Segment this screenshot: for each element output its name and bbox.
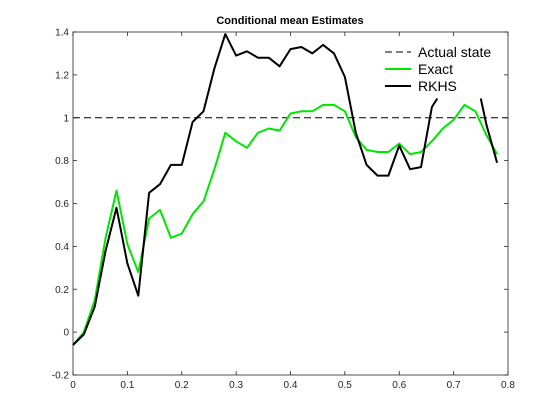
y-tick-label: 0.4 [55,242,69,253]
x-tick-label: 0.5 [338,380,352,391]
x-tick-label: 0.1 [120,380,134,391]
exact-legend-label: Exact [418,61,453,77]
x-tick-label: 0.8 [501,380,515,391]
y-tick-label: 1 [63,113,69,124]
y-tick-label: 1.2 [55,70,69,81]
series-layer [72,33,508,346]
x-tick-label: 0.6 [392,380,406,391]
y-tick-label: 0.6 [55,199,69,210]
x-tick-label: 0 [70,380,76,391]
chart-title: Conditional mean Estimates [216,15,363,27]
rkhs-line-segment-1 [72,33,439,346]
rkhs-line-segment-2 [479,98,499,164]
rkhs-legend-label: RKHS [418,78,457,94]
y-tick-label: 0.8 [55,156,69,167]
plot-background [73,32,508,375]
x-tick-label: 0.4 [284,380,298,391]
y-tick-label: 0 [63,328,69,339]
actual-state-legend-label: Actual state [418,44,491,60]
axis-layer: 0 0.1 0.2 0.3 0.4 0.5 0.6 0.7 0.8-0.200.20.40.60… [52,28,516,392]
x-tick-label: 0.2 [175,380,189,391]
x-tick-label: 0.3 [229,380,243,391]
x-tick-label: 0.7 [447,380,461,391]
y-tick-label: -0.2 [52,371,70,382]
y-tick-label: 0.2 [55,285,69,296]
y-tick-label: 1.4 [55,28,69,39]
